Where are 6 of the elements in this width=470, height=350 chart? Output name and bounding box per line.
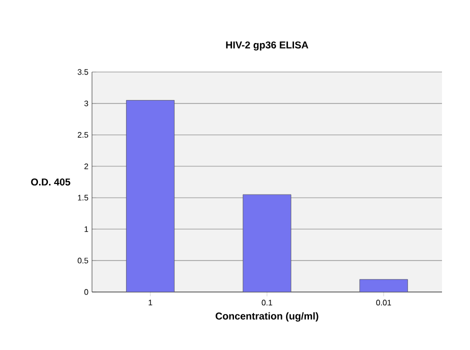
- bar: [126, 100, 175, 292]
- y-axis-title: O.D. 405: [31, 178, 70, 186]
- bar: [242, 194, 292, 292]
- bar: [359, 279, 408, 292]
- chart-title: HIV-2 gp36 ELISA: [226, 41, 308, 50]
- x-axis-title: Concentration (ug/ml): [216, 312, 318, 322]
